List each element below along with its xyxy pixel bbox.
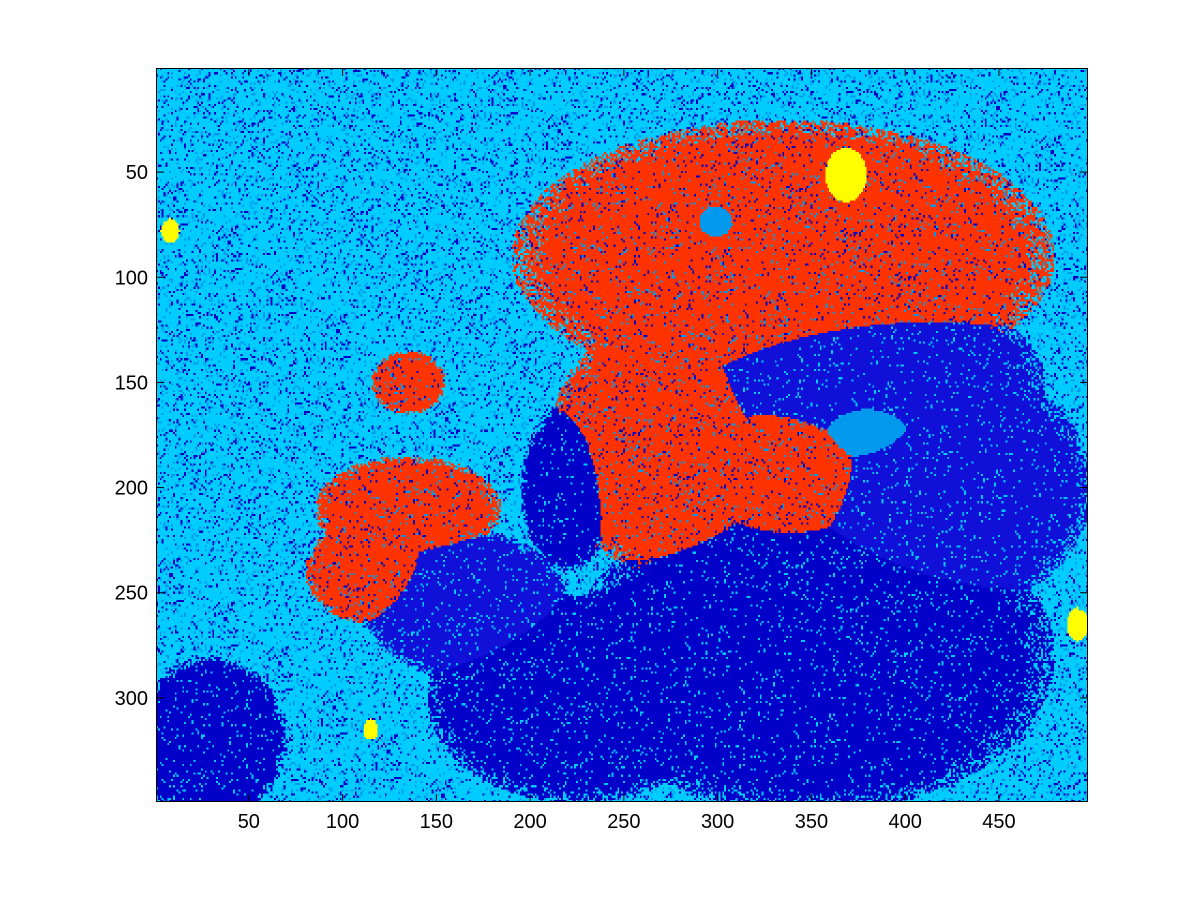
y-tick-label: 50 — [126, 162, 148, 184]
x-tick-label: 400 — [888, 811, 921, 833]
x-tick-label: 100 — [326, 811, 359, 833]
y-tick-label: 250 — [115, 583, 148, 605]
x-tick-label: 450 — [982, 811, 1015, 833]
y-axis: 50 100 150 200 250 300 — [115, 162, 1088, 710]
heatmap-image — [156, 68, 1088, 802]
y-tick-label: 150 — [115, 372, 148, 394]
axes-frame — [156, 68, 1088, 802]
x-axis: 50 100 150 200 250 300 350 400 450 — [238, 68, 1016, 833]
y-tick-label: 300 — [115, 688, 148, 710]
x-tick-label: 250 — [607, 811, 640, 833]
x-tick-label: 300 — [701, 811, 734, 833]
x-tick-label: 150 — [420, 811, 453, 833]
x-tick-label: 350 — [795, 811, 828, 833]
y-tick-label: 100 — [115, 267, 148, 289]
x-tick-label: 50 — [238, 811, 260, 833]
x-tick-label: 200 — [513, 811, 546, 833]
heatmap-canvas — [156, 68, 1088, 802]
y-tick-label: 200 — [115, 478, 148, 500]
